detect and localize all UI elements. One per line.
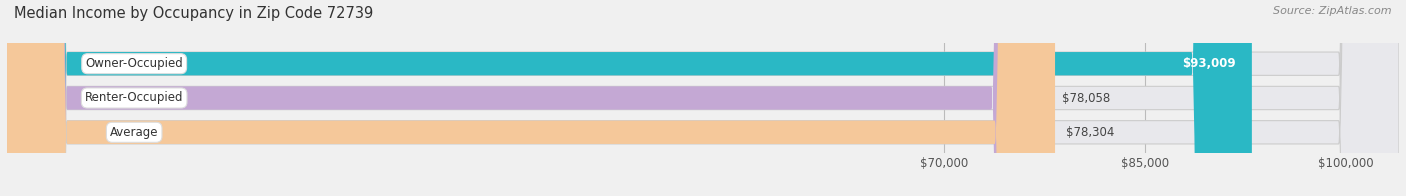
FancyBboxPatch shape xyxy=(7,0,1399,196)
Text: $78,058: $78,058 xyxy=(1063,92,1111,104)
Text: Source: ZipAtlas.com: Source: ZipAtlas.com xyxy=(1274,6,1392,16)
Text: Owner-Occupied: Owner-Occupied xyxy=(86,57,183,70)
FancyBboxPatch shape xyxy=(7,0,1052,196)
FancyBboxPatch shape xyxy=(7,0,1054,196)
FancyBboxPatch shape xyxy=(7,0,1399,196)
Text: Median Income by Occupancy in Zip Code 72739: Median Income by Occupancy in Zip Code 7… xyxy=(14,6,374,21)
Text: $78,304: $78,304 xyxy=(1066,126,1114,139)
FancyBboxPatch shape xyxy=(7,0,1251,196)
Text: Renter-Occupied: Renter-Occupied xyxy=(84,92,183,104)
FancyBboxPatch shape xyxy=(7,0,1399,196)
Text: $93,009: $93,009 xyxy=(1182,57,1236,70)
Text: Average: Average xyxy=(110,126,159,139)
